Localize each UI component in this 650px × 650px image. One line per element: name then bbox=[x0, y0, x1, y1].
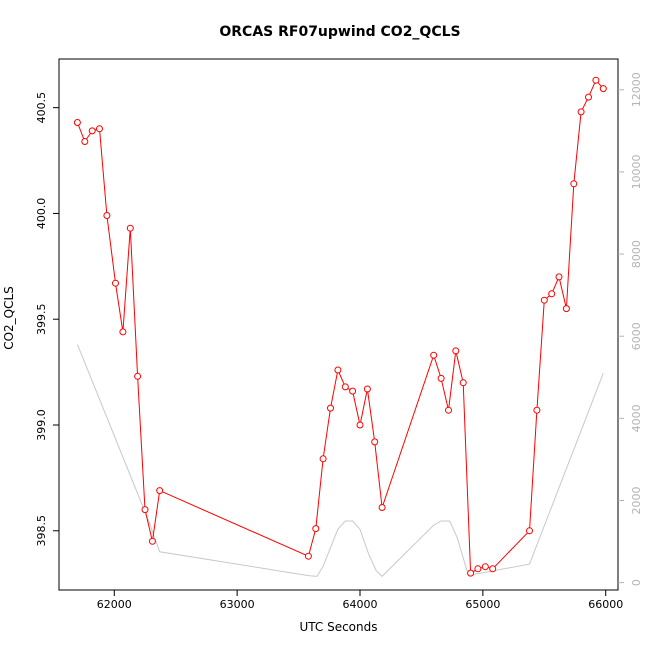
co2-data-point bbox=[452, 347, 460, 355]
x-tick-label: 62000 bbox=[97, 598, 132, 611]
co2-data-point bbox=[533, 406, 541, 414]
co2-data-point bbox=[81, 138, 89, 145]
co2-data-point bbox=[312, 525, 320, 533]
x-tick-label: 65000 bbox=[465, 598, 500, 611]
y2-tick-label: 4000 bbox=[630, 404, 643, 432]
co2-data-point bbox=[349, 387, 357, 395]
y-tick-label: 400.5 bbox=[35, 92, 48, 124]
co2-data-point bbox=[481, 563, 489, 571]
co2-data-point bbox=[540, 296, 548, 304]
co2-data-point bbox=[341, 383, 349, 391]
x-tick-label: 66000 bbox=[588, 598, 623, 611]
co2-data-point bbox=[526, 527, 533, 535]
y-tick-label: 398.5 bbox=[35, 515, 48, 547]
co2-data-point bbox=[570, 180, 578, 188]
co2-data-point bbox=[88, 127, 96, 135]
co2-data-point bbox=[437, 374, 445, 382]
co2-data-point bbox=[73, 119, 81, 126]
y2-tick-label: 2000 bbox=[630, 486, 643, 514]
x-tick-label: 63000 bbox=[220, 598, 255, 611]
co2-data-point bbox=[141, 506, 149, 514]
co2-data-point bbox=[459, 379, 467, 387]
y-tick-label: 400.0 bbox=[35, 198, 48, 230]
co2-series-line bbox=[76, 79, 604, 574]
altitude-series-line bbox=[76, 344, 604, 578]
co2-data-point bbox=[363, 385, 371, 393]
x-tick-label: 64000 bbox=[343, 598, 378, 611]
co2-data-point bbox=[548, 290, 556, 298]
co2-data-point bbox=[148, 537, 156, 545]
co2-data-point bbox=[334, 366, 342, 374]
co2-data-point bbox=[371, 438, 379, 446]
co2-data-point bbox=[467, 569, 475, 577]
co2-data-point bbox=[445, 406, 452, 414]
co2-data-point bbox=[304, 552, 312, 560]
x-axis-label: UTC Seconds bbox=[299, 620, 377, 634]
co2-data-point bbox=[112, 279, 119, 287]
co2-data-point bbox=[134, 372, 142, 380]
y-axis-right: 0 2000 4000 6000 8000 10000 12000 bbox=[618, 72, 643, 586]
y2-tick-label: 10000 bbox=[630, 154, 643, 189]
co2-data-point bbox=[599, 85, 607, 93]
co2-data-point bbox=[577, 108, 585, 116]
y2-tick-label: 6000 bbox=[630, 322, 643, 350]
co2-data-point bbox=[327, 404, 334, 412]
x-axis: 62000 63000 64000 65000 66000 bbox=[97, 590, 623, 611]
y2-tick-label: 0 bbox=[630, 579, 643, 586]
co2-data-point bbox=[585, 93, 592, 101]
y-tick-label: 399.5 bbox=[35, 303, 48, 335]
co2-data-point bbox=[474, 565, 482, 573]
co2-data-point bbox=[430, 351, 438, 359]
co2-data-point bbox=[555, 273, 563, 281]
co2-data-point bbox=[592, 76, 600, 84]
co2-data-point bbox=[156, 487, 164, 495]
co2-data-point bbox=[378, 504, 386, 511]
co2-data-point bbox=[119, 328, 127, 336]
co2-data-point bbox=[489, 565, 497, 573]
series-layer bbox=[73, 76, 607, 578]
co2-data-point bbox=[96, 125, 103, 133]
co2-data-point bbox=[319, 455, 327, 463]
y-axis-label: CO2_QCLS bbox=[2, 286, 16, 350]
chart-title: ORCAS RF07upwind CO2_QCLS bbox=[219, 24, 460, 40]
y-axis-left: 398.5 399.0 399.5 400.0 400.5 bbox=[35, 92, 59, 547]
plot-frame bbox=[58, 58, 619, 591]
y2-tick-label: 8000 bbox=[630, 240, 643, 268]
co2-data-point bbox=[562, 305, 570, 313]
y2-tick-label: 12000 bbox=[630, 72, 643, 107]
co2-data-point bbox=[356, 421, 364, 429]
co2-data-point bbox=[103, 212, 111, 219]
y-tick-label: 399.0 bbox=[35, 409, 48, 441]
co2-data-point bbox=[126, 224, 134, 232]
